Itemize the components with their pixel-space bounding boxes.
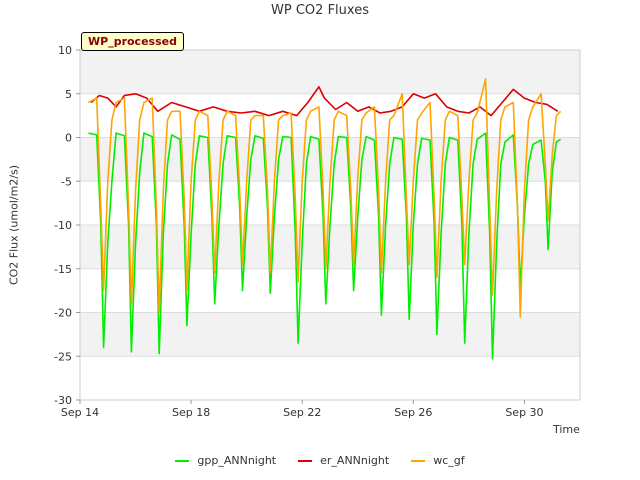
plot-band: [80, 50, 580, 94]
chart-title: WP CO2 Fluxes: [271, 3, 369, 18]
y-tick-label: -20: [54, 307, 72, 320]
legend-swatch-er: [298, 459, 313, 462]
x-tick-label: Sep 26: [394, 406, 432, 419]
y-tick-label: 5: [65, 88, 72, 101]
legend-item-er: er_ANNnight: [298, 454, 389, 467]
legend-label-gpp: gpp_ANNnight: [197, 454, 277, 467]
x-tick-label: Sep 18: [172, 406, 210, 419]
y-axis: 10 5 0 -5 -10 -15 -20 -25 -30: [54, 44, 80, 407]
series-line-wc-gf: [87, 78, 562, 318]
legend-label-er: er_ANNnight: [320, 454, 390, 467]
y-tick-label: -10: [54, 219, 72, 232]
series-line-gpp-annnight: [88, 132, 562, 360]
x-tick-label: Sep 14: [61, 406, 99, 419]
x-tick-label: Sep 30: [505, 406, 543, 419]
x-axis-label: Time: [553, 423, 580, 436]
legend-swatch-wc: [411, 459, 426, 462]
y-tick-label: -25: [54, 350, 72, 363]
legend: gpp_ANNnight er_ANNnight wc_gf: [0, 454, 640, 467]
legend-item-gpp: gpp_ANNnight: [175, 454, 276, 467]
processing-badge: WP_processed: [81, 32, 184, 51]
series-line-er-annnight: [90, 86, 559, 117]
plot-band: [80, 312, 580, 357]
y-axis-label: CO2 Flux (umol/m2/s): [7, 164, 21, 286]
series-layer: [87, 78, 562, 360]
y-tick-label: -15: [54, 263, 72, 276]
y-tick-label: -30: [54, 394, 72, 407]
y-tick-label: 0: [65, 132, 72, 145]
legend-swatch-gpp: [175, 459, 190, 462]
y-tick-label: 10: [58, 44, 72, 57]
y-tick-label: -5: [61, 175, 72, 188]
legend-label-wc: wc_gf: [433, 454, 465, 467]
legend-item-wc: wc_gf: [411, 454, 465, 467]
x-tick-label: Sep 22: [283, 406, 321, 419]
x-axis: Sep 14 Sep 18 Sep 22 Sep 26 Sep 30: [61, 400, 544, 419]
